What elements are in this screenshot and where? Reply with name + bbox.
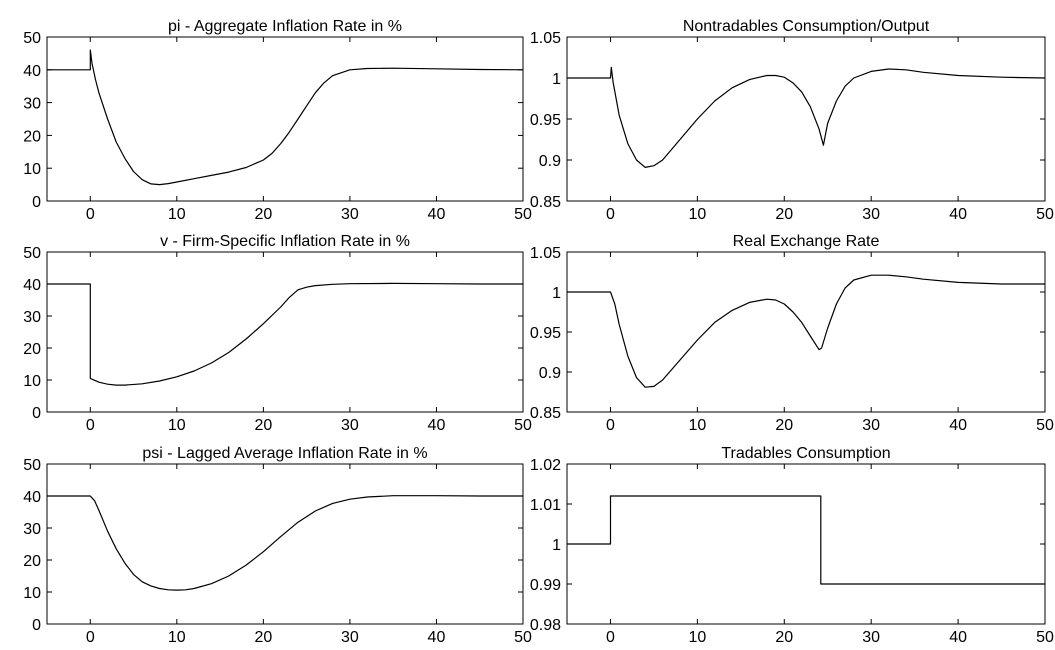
x-tick-label: 50 [514, 206, 532, 223]
y-tick-label: 1.05 [530, 245, 561, 262]
panel-3: v - Firm-Specific Inflation Rate in % 0 10… [23, 233, 532, 434]
plot-frame [566, 251, 1046, 413]
plot-frame [46, 463, 524, 625]
y-tick-label: 30 [23, 309, 41, 326]
y-tick-label: 20 [23, 553, 41, 570]
x-tick-label: 20 [254, 417, 272, 434]
series-line [567, 274, 1045, 388]
x-tick-label: 10 [168, 417, 186, 434]
panel-1: pi - Aggregate Inflation Rate in % 0 10 20 3… [23, 18, 532, 223]
x-tick-label: 30 [341, 629, 359, 646]
y-tick-label: 0.85 [530, 194, 561, 211]
x-tick-label: 30 [341, 417, 359, 434]
x-tick-label: 20 [775, 629, 793, 646]
panel-title: v - Firm-Specific Inflation Rate in % [160, 233, 410, 250]
x-tick-label: 40 [949, 629, 967, 646]
y-tick-label: 50 [23, 245, 41, 262]
panel-2: Nontradables Consumption/Output 0 10 20 30 40… [530, 18, 1054, 223]
panel-title: pi - Aggregate Inflation Rate in % [168, 18, 402, 35]
series-line [47, 49, 524, 186]
y-tick-label: 30 [23, 96, 41, 113]
x-tick-label: 50 [514, 629, 532, 646]
x-tick-label: 10 [688, 206, 706, 223]
y-tick-label: 0.9 [539, 153, 561, 170]
y-tick-label: 40 [23, 277, 41, 294]
y-tick-label: 1.05 [530, 30, 561, 47]
x-tick-label: 40 [428, 206, 446, 223]
panel-5: psi - Lagged Average Inflation Rate in %… [23, 445, 532, 646]
y-tick-label: 0.9 [539, 365, 561, 382]
y-tick-label: 0 [32, 194, 41, 211]
x-tick-label: 30 [862, 206, 880, 223]
y-tick-label: 1.01 [530, 497, 561, 514]
x-tick-label: 10 [168, 206, 186, 223]
x-tick-label: 0 [86, 417, 95, 434]
panel-title: Real Exchange Rate [733, 233, 880, 250]
x-tick-label: 50 [1036, 629, 1054, 646]
panel-title: Tradables Consumption [721, 445, 890, 462]
panel-title: psi - Lagged Average Inflation Rate in % [142, 445, 427, 462]
x-tick-label: 50 [514, 417, 532, 434]
series-line [47, 495, 523, 591]
plot-frame [46, 251, 524, 413]
x-tick-label: 0 [606, 417, 615, 434]
y-tick-label: 0.98 [530, 617, 561, 634]
series-line [567, 66, 1046, 168]
y-tick-label: 10 [23, 161, 41, 178]
y-tick-label: 50 [23, 457, 41, 474]
x-tick-label: 20 [775, 417, 793, 434]
x-tick-label: 40 [949, 206, 967, 223]
x-tick-label: 0 [86, 206, 95, 223]
x-tick-label: 0 [606, 629, 615, 646]
y-tick-label: 0 [32, 405, 41, 422]
y-tick-label: 40 [23, 63, 41, 80]
x-tick-label: 20 [775, 206, 793, 223]
x-tick-label: 30 [862, 417, 880, 434]
y-tick-label: 1.02 [530, 457, 561, 474]
y-tick-label: 1 [552, 537, 561, 554]
x-tick-label: 20 [254, 206, 272, 223]
panel-6: Tradables Consumption 0 10 20 30 40 50 0.98 0.99… [530, 445, 1054, 646]
panel-title: Nontradables Consumption/Output [683, 18, 930, 35]
x-tick-label: 50 [1036, 417, 1054, 434]
y-tick-label: 10 [23, 373, 41, 390]
y-tick-label: 30 [23, 521, 41, 538]
x-tick-label: 30 [862, 629, 880, 646]
y-tick-label: 0.95 [530, 325, 561, 342]
x-tick-label: 50 [1036, 206, 1054, 223]
plot-frame [46, 36, 524, 202]
y-tick-label: 0.95 [530, 112, 561, 129]
y-tick-label: 0.85 [530, 405, 561, 422]
series-line [567, 495, 1045, 585]
series-line [47, 282, 523, 386]
x-tick-label: 20 [254, 629, 272, 646]
y-tick-label: 40 [23, 489, 41, 506]
x-tick-label: 40 [428, 417, 446, 434]
plot-frame [566, 463, 1046, 625]
x-tick-label: 10 [688, 629, 706, 646]
y-tick-label: 1 [552, 71, 561, 88]
y-tick-label: 0.99 [530, 577, 561, 594]
x-tick-label: 40 [428, 629, 446, 646]
x-tick-label: 30 [341, 206, 359, 223]
y-tick-label: 1 [552, 285, 561, 302]
y-tick-label: 0 [32, 617, 41, 634]
panel-4: Real Exchange Rate 0 10 20 30 40 50 0.85 0.9 0.95… [530, 233, 1054, 434]
y-tick-label: 10 [23, 585, 41, 602]
x-tick-label: 10 [168, 629, 186, 646]
x-tick-label: 40 [949, 417, 967, 434]
x-tick-label: 0 [606, 206, 615, 223]
x-tick-label: 10 [688, 417, 706, 434]
plot-frame [566, 36, 1046, 202]
x-tick-label: 0 [86, 629, 95, 646]
y-tick-label: 20 [23, 128, 41, 145]
y-tick-label: 20 [23, 341, 41, 358]
y-tick-label: 50 [23, 30, 41, 47]
